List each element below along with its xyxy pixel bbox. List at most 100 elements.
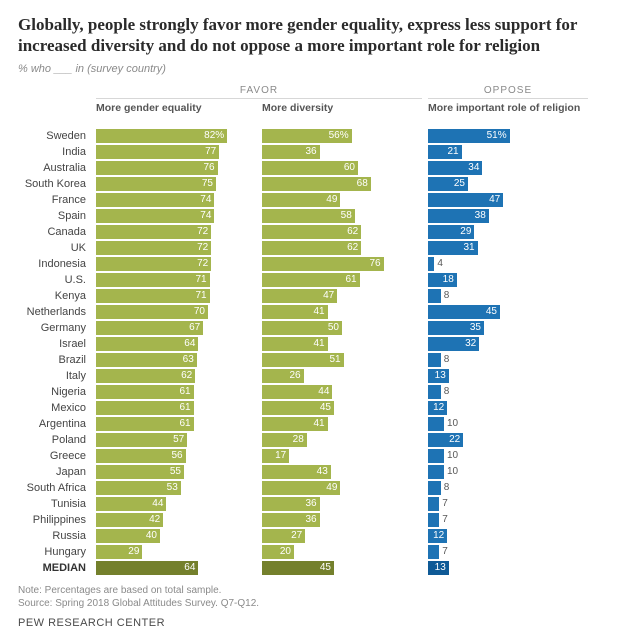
bar: 47 [428,193,503,207]
bar-value: 61 [342,274,359,285]
bar: 7 [428,513,439,527]
bar: 58 [262,209,355,223]
bar-value: 31 [460,242,477,253]
bar: 7 [428,545,439,559]
bar-cell: 53 [96,480,256,496]
country-label: Nigeria [18,384,90,400]
bar-value: 68 [354,178,371,189]
bar-value: 38 [472,210,489,221]
bar-cell: 44 [96,496,256,512]
bar-value: 56% [326,130,352,141]
bar-cell: 50 [262,320,422,336]
bar: 62 [96,369,195,383]
country-label: Argentina [18,416,90,432]
bar-value: 35 [467,322,484,333]
bar-cell: 10 [428,448,588,464]
country-label: Tunisia [18,496,90,512]
bar-cell: 64 [96,560,256,576]
bar-cell: 55 [96,464,256,480]
bar: 61 [262,273,360,287]
group-head-oppose: OPPOSE [428,85,588,99]
bar: 25 [428,177,468,191]
bar-value: 74 [197,194,214,205]
bar-value: 36 [302,146,319,157]
bar: 34 [428,161,482,175]
bar-value: 76 [366,258,383,269]
bar: 27 [262,529,305,543]
bar-cell: 38 [428,208,588,224]
bar-value: 47 [320,290,337,301]
bar-value: 53 [164,482,181,493]
bar: 49 [262,193,340,207]
bar: 36 [262,497,320,511]
bar: 13 [428,561,449,575]
bar-value: 12 [430,530,447,541]
bar: 45 [428,305,500,319]
country-label: Australia [18,160,90,176]
bar-cell: 36 [262,144,422,160]
chart-grid: FAVOROPPOSEMore gender equalityMore dive… [18,85,622,576]
bar-cell: 7 [428,512,588,528]
source-line: Source: Spring 2018 Global Attitudes Sur… [18,597,622,611]
bar-value: 51% [484,130,510,141]
country-label: Kenya [18,288,90,304]
bar-cell: 17 [262,448,422,464]
bar-cell: 56 [96,448,256,464]
bar: 74 [96,209,214,223]
bar-value: 13 [432,370,449,381]
bar-cell: 63 [96,352,256,368]
bar: 44 [96,497,166,511]
bar-cell: 62 [262,240,422,256]
bar-cell: 12 [428,400,588,416]
bar-value: 29 [457,226,474,237]
bar: 8 [428,385,441,399]
bar: 75 [96,177,216,191]
bar: 18 [428,273,457,287]
bar-value: 25 [451,178,468,189]
bar-value: 36 [302,498,319,509]
bar-cell: 41 [262,416,422,432]
bar: 51 [262,353,344,367]
bar-value: 36 [302,514,319,525]
bar-value: 45 [483,306,500,317]
bar-cell: 7 [428,496,588,512]
bar-value: 76 [200,162,217,173]
bar-value: 7 [439,546,451,557]
country-label: Netherlands [18,304,90,320]
bar: 76 [262,257,384,271]
bar-cell: 61 [96,384,256,400]
bar-value: 50 [325,322,342,333]
bar: 13 [428,369,449,383]
bar: 36 [262,513,320,527]
bar-cell: 49 [262,192,422,208]
bar: 10 [428,417,444,431]
bar-value: 71 [192,274,209,285]
footer-attribution: PEW RESEARCH CENTER [18,617,622,629]
bar-cell: 68 [262,176,422,192]
bar-cell: 20 [262,544,422,560]
bar-cell: 13 [428,560,588,576]
bar: 51% [428,129,510,143]
bar-cell: 72 [96,240,256,256]
bar-cell: 75 [96,176,256,192]
bar-value: 75 [199,178,216,189]
bar: 31 [428,241,478,255]
bar-cell: 58 [262,208,422,224]
bar: 42 [96,513,163,527]
bar-cell: 70 [96,304,256,320]
bar: 41 [262,417,328,431]
bar: 64 [96,561,198,575]
bar-value: 49 [323,482,340,493]
bar-cell: 72 [96,224,256,240]
bar: 41 [262,337,328,351]
bar: 35 [428,321,484,335]
bar: 74 [96,193,214,207]
bar-cell: 36 [262,496,422,512]
bar: 17 [262,449,289,463]
bar: 72 [96,225,211,239]
bar-cell: 71 [96,272,256,288]
bar: 38 [428,209,489,223]
group-head-favor: FAVOR [96,85,422,99]
bar: 53 [96,481,181,495]
bar-cell: 34 [428,160,588,176]
